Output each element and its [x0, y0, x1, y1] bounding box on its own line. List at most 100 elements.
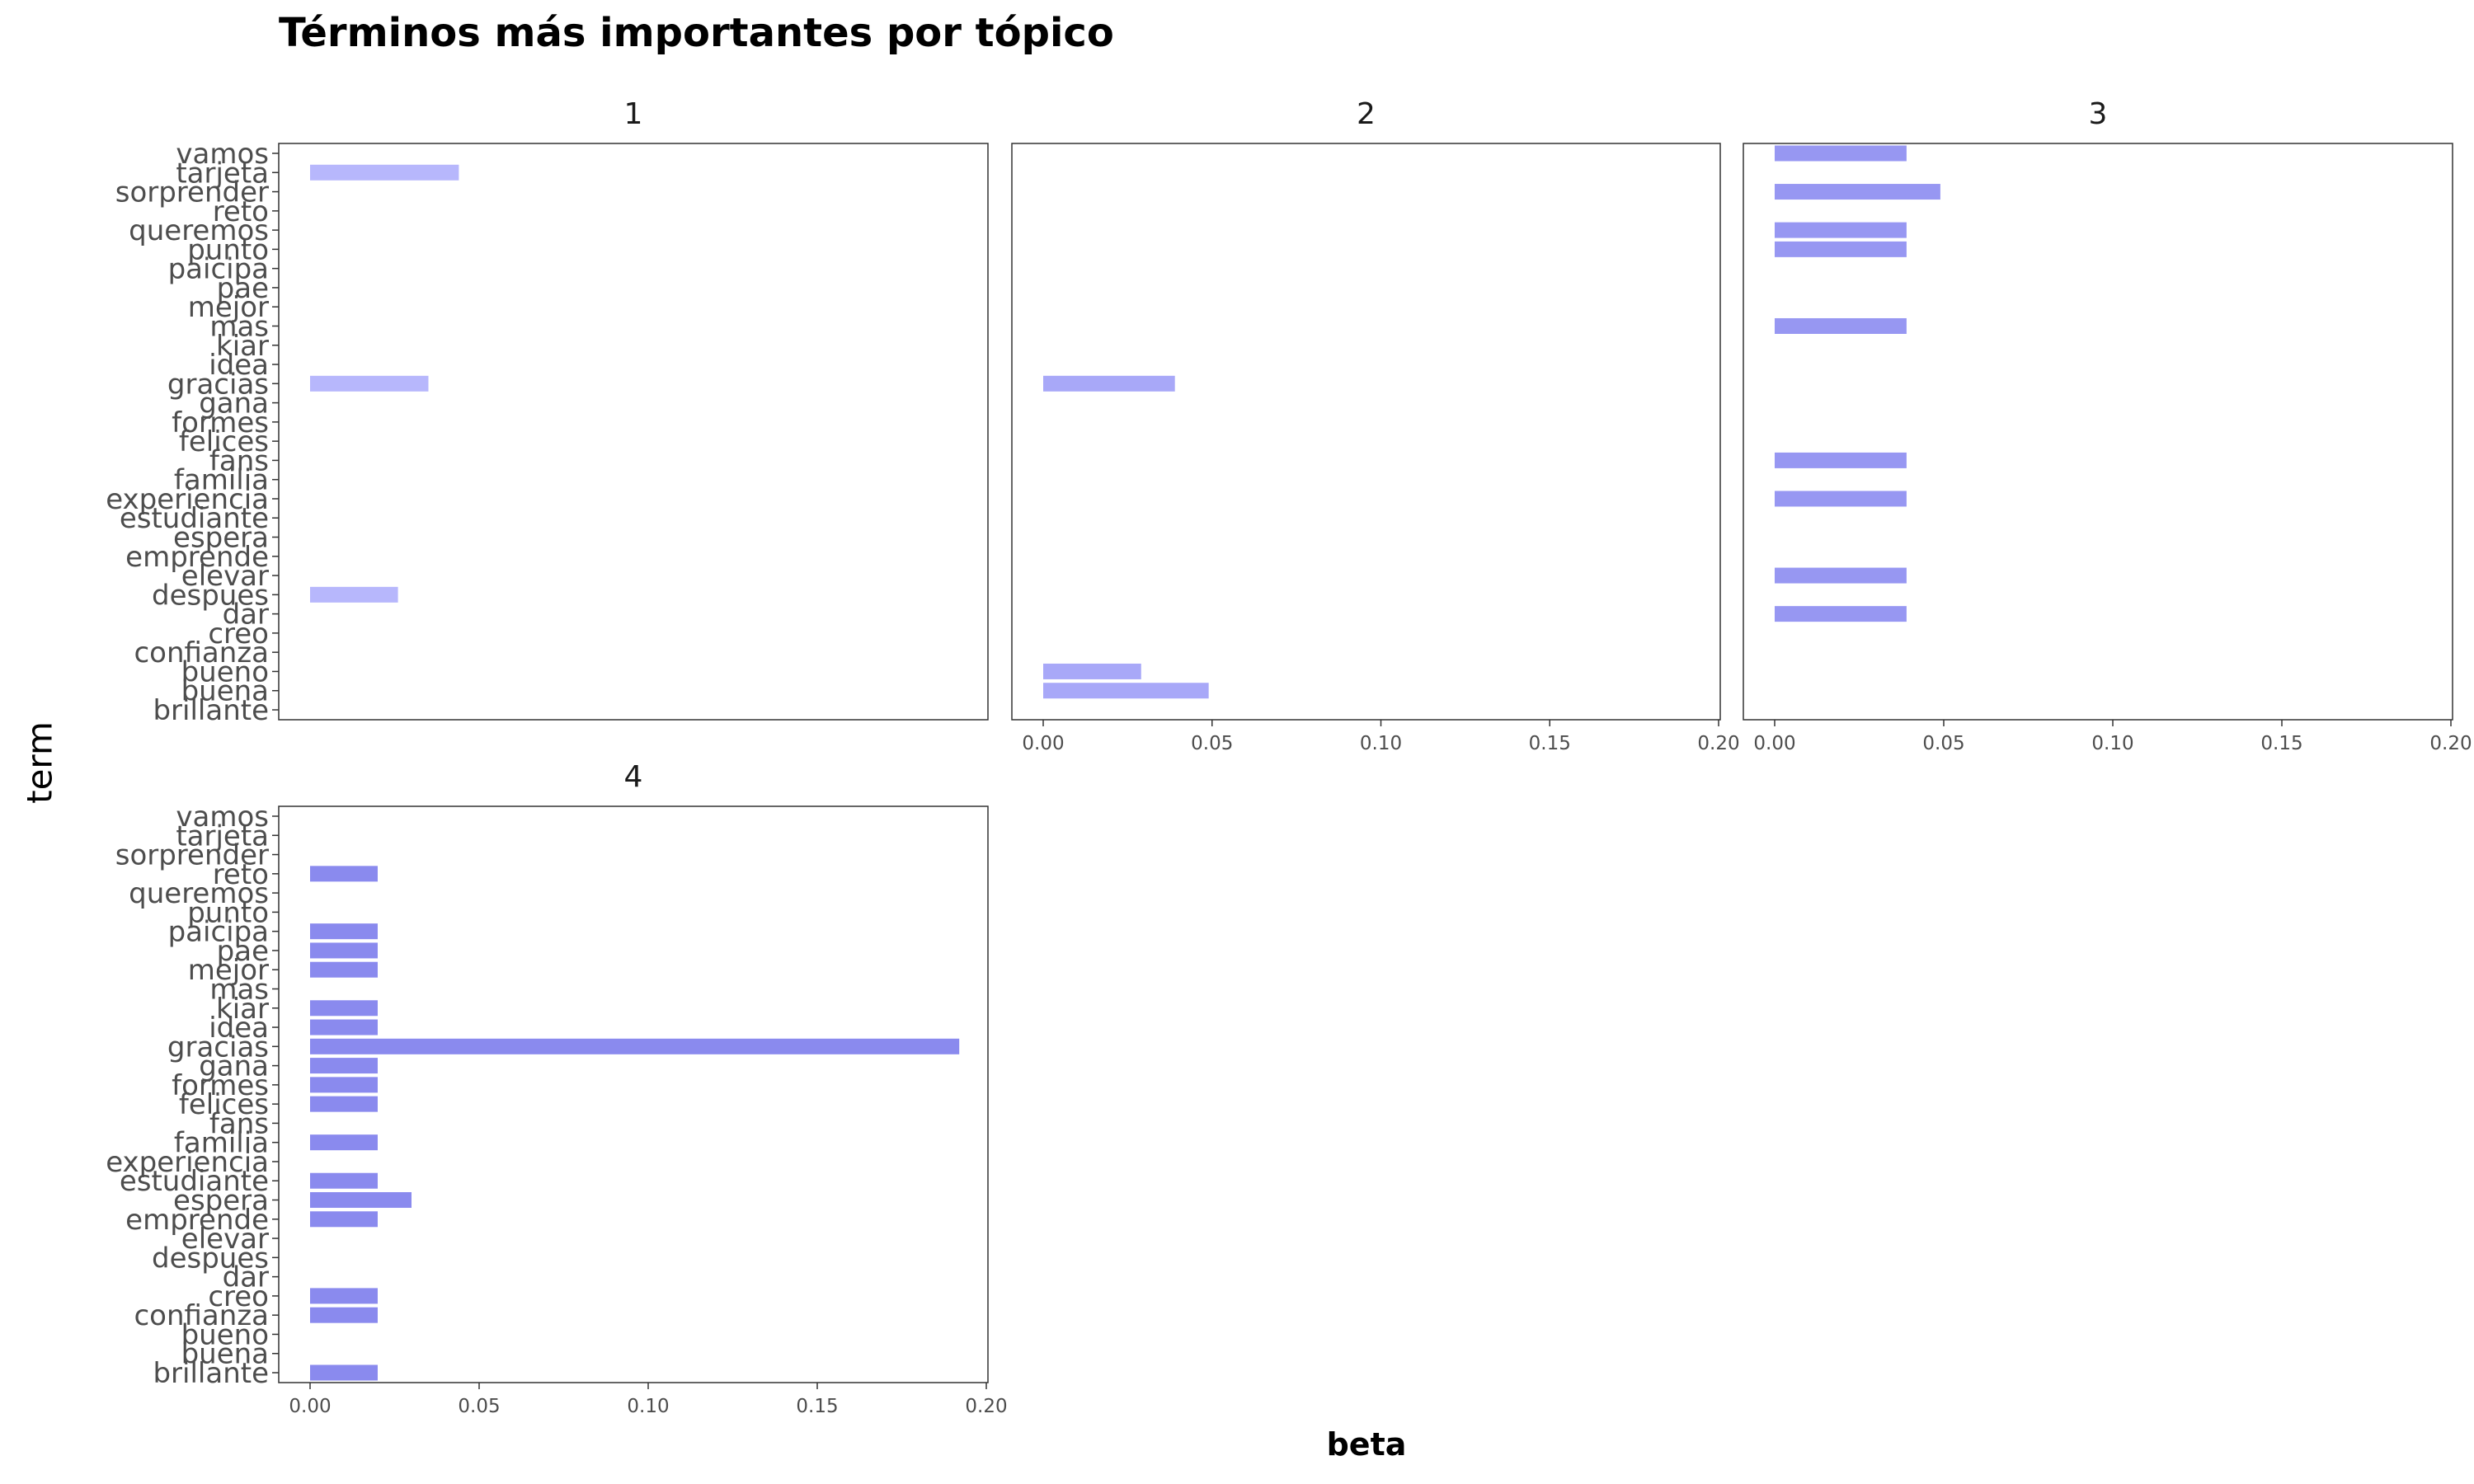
bar-3-mas: [1775, 317, 1907, 334]
ytick-label-1-queremos: queremos: [129, 214, 269, 247]
xtick-label-3-0.00: 0.00: [1753, 733, 1795, 754]
ytick-label-1-dar: dar: [223, 599, 269, 632]
ytick-label-1-mas: mas: [209, 310, 269, 343]
ytick-label-1-sorprender: sorprender: [115, 176, 269, 209]
ytick-label-4-vamos: vamos: [176, 801, 269, 834]
xtick-label-3-0.20: 0.20: [2429, 733, 2472, 754]
panel-frame-3: [1743, 143, 2453, 721]
bar-2-gracias: [1043, 375, 1175, 392]
ytick-label-4-kiar: kiar: [216, 993, 269, 1026]
ytick-label-4-familia: familia: [174, 1127, 269, 1160]
ytick-label-4-buena: buena: [181, 1338, 269, 1371]
ytick-label-1-kiar: kiar: [216, 330, 269, 363]
ytick-label-4-espera: espera: [173, 1185, 269, 1218]
ytick-label-4-mas: mas: [209, 973, 269, 1006]
ytick-label-4-paicipa: paicipa: [168, 916, 269, 949]
xtick-label-3-0.10: 0.10: [2091, 733, 2133, 754]
bar-4-espera: [310, 1192, 412, 1209]
ytick-label-4-experiencia: experiencia: [106, 1146, 269, 1179]
xtick-label-2-0.15: 0.15: [1529, 733, 1571, 754]
ytick-label-1-emprende: emprende: [125, 541, 269, 574]
ytick-label-1-vamos: vamos: [176, 138, 269, 171]
bar-4-formes: [310, 1077, 378, 1093]
xtick-label-4-0.05: 0.05: [458, 1396, 500, 1417]
ytick-label-4-gana: gana: [199, 1050, 269, 1083]
bar-3-vamos: [1775, 145, 1907, 162]
ytick-label-1-paicipa: paicipa: [168, 253, 269, 286]
ytick-label-1-pae: pae: [217, 272, 269, 305]
bar-4-familia: [310, 1134, 378, 1151]
ytick-label-1-mejor: mejor: [188, 291, 269, 324]
ytick-label-1-punto: punto: [187, 233, 269, 266]
ytick-label-1-reto: reto: [213, 195, 269, 228]
ytick-label-4-despues: despues: [152, 1242, 269, 1275]
ytick-label-4-estudiante: estudiante: [120, 1165, 269, 1198]
ytick-label-1-gracias: gracias: [167, 368, 269, 401]
ytick-label-4-queremos: queremos: [129, 877, 269, 910]
bar-4-reto: [310, 866, 378, 882]
ytick-label-1-fans: fans: [209, 444, 269, 477]
panel-label-2: 2: [1357, 97, 1376, 131]
bar-4-gana: [310, 1058, 378, 1074]
bar-3-elevar: [1775, 567, 1907, 584]
ytick-label-1-tarjeta: tarjeta: [176, 157, 269, 190]
bar-1-gracias: [310, 375, 429, 392]
ytick-label-4-bueno: bueno: [181, 1318, 269, 1351]
xtick-label-4-0.10: 0.10: [627, 1396, 669, 1417]
bar-3-fans: [1775, 452, 1907, 468]
bar-4-paicipa: [310, 923, 378, 940]
ytick-label-1-idea: idea: [209, 349, 269, 382]
bar-1-tarjeta: [310, 164, 459, 181]
bar-4-confianza: [310, 1307, 378, 1323]
ytick-label-4-punto: punto: [187, 896, 269, 929]
ytick-label-1-gana: gana: [199, 387, 269, 420]
ytick-label-4-sorprender: sorprender: [115, 839, 269, 872]
xtick-label-2-0.20: 0.20: [1697, 733, 1739, 754]
xtick-label-3-0.15: 0.15: [2260, 733, 2302, 754]
ytick-label-1-experiencia: experiencia: [106, 483, 269, 516]
ytick-label-4-formes: formes: [172, 1069, 269, 1102]
ytick-label-4-confianza: confianza: [134, 1299, 269, 1332]
ytick-label-1-confianza: confianza: [134, 636, 269, 669]
ytick-label-4-tarjeta: tarjeta: [176, 819, 269, 852]
chart-title: Términos más importantes por tópico: [279, 10, 1114, 56]
ytick-label-1-bueno: bueno: [181, 655, 269, 688]
ytick-label-4-dar: dar: [223, 1261, 269, 1294]
ytick-label-4-felices: felices: [179, 1088, 269, 1121]
ytick-label-1-elevar: elevar: [181, 560, 269, 593]
panel-label-1: 1: [624, 97, 643, 131]
xtick-label-3-0.05: 0.05: [1922, 733, 1964, 754]
panel-frame-2: [1011, 143, 1721, 721]
ytick-label-4-fans: fans: [209, 1107, 269, 1140]
panel-frame-1: [278, 143, 989, 721]
bar-4-brillante: [310, 1364, 378, 1381]
ytick-label-1-familia: familia: [174, 464, 269, 497]
xtick-label-4-0.20: 0.20: [965, 1396, 1007, 1417]
x-axis-label: beta: [1326, 1426, 1407, 1463]
bar-4-estudiante: [310, 1172, 378, 1189]
xtick-label-4-0.15: 0.15: [796, 1396, 838, 1417]
xtick-label-2-0.05: 0.05: [1191, 733, 1233, 754]
bar-3-experiencia: [1775, 491, 1907, 507]
bar-1-despues: [310, 586, 398, 603]
ytick-label-1-despues: despues: [152, 579, 269, 612]
bar-4-kiar: [310, 1000, 378, 1017]
ytick-label-1-estudiante: estudiante: [120, 502, 269, 535]
ytick-label-4-gracias: gracias: [167, 1031, 269, 1064]
ytick-label-4-mejor: mejor: [188, 954, 269, 987]
xtick-label-4-0.00: 0.00: [289, 1396, 331, 1417]
bar-4-felices: [310, 1096, 378, 1112]
panel-frame-4: [278, 805, 989, 1383]
xtick-label-2-0.10: 0.10: [1360, 733, 1402, 754]
xtick-label-2-0.00: 0.00: [1022, 733, 1064, 754]
ytick-label-4-pae: pae: [217, 935, 269, 968]
panel-label-3: 3: [2089, 97, 2108, 131]
bar-3-sorprender: [1775, 184, 1940, 200]
bar-2-bueno: [1043, 663, 1141, 679]
ytick-label-4-emprende: emprende: [125, 1204, 269, 1237]
ytick-label-1-felices: felices: [179, 425, 269, 458]
bar-3-punto: [1775, 241, 1907, 257]
ytick-label-4-creo: creo: [208, 1280, 269, 1313]
bar-4-idea: [310, 1019, 378, 1036]
